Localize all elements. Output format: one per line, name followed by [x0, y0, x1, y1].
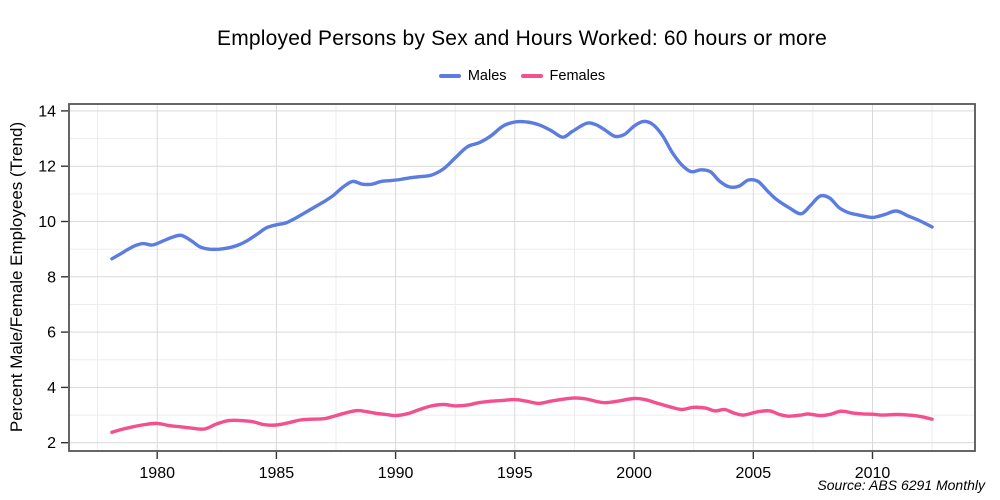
males-line-swatch — [438, 74, 461, 78]
svg-text:1995: 1995 — [497, 465, 533, 482]
males-trend-line — [110, 119, 934, 261]
females-line-swatch — [520, 74, 543, 78]
svg-text:2010: 2010 — [855, 465, 891, 482]
svg-text:6: 6 — [47, 325, 56, 342]
x-tick-labels: 1980 1985 1990 1995 2000 2005 2010 — [139, 465, 890, 482]
svg-text:12: 12 — [38, 159, 56, 176]
svg-text:1985: 1985 — [259, 465, 295, 482]
svg-text:8: 8 — [47, 269, 56, 286]
females-trend-line — [110, 396, 934, 434]
plot-panel-border — [68, 103, 976, 452]
minor-gridlines — [69, 104, 975, 451]
svg-text:2005: 2005 — [736, 465, 772, 482]
y-tick-labels: 2 4 6 8 10 12 14 — [38, 103, 56, 452]
females-legend-label: Females — [549, 68, 606, 84]
major-gridlines — [69, 104, 975, 451]
svg-text:2000: 2000 — [616, 465, 652, 482]
svg-text:10: 10 — [38, 214, 56, 231]
chart-title: Employed Persons by Sex and Hours Worked… — [217, 27, 827, 50]
axis-ticks — [61, 110, 874, 459]
legend: Males Females — [44, 66, 1000, 86]
svg-text:1980: 1980 — [139, 465, 175, 482]
source-note: Source: ABS 6291 Monthly — [817, 477, 985, 493]
svg-text:4: 4 — [47, 380, 56, 397]
legend-item-males: Males — [438, 68, 507, 84]
males-legend-label: Males — [467, 68, 507, 84]
svg-text:14: 14 — [38, 103, 56, 120]
svg-text:1990: 1990 — [378, 465, 414, 482]
legend-item-females: Females — [520, 68, 606, 84]
series-lines — [110, 119, 934, 434]
svg-text:2: 2 — [47, 435, 56, 452]
